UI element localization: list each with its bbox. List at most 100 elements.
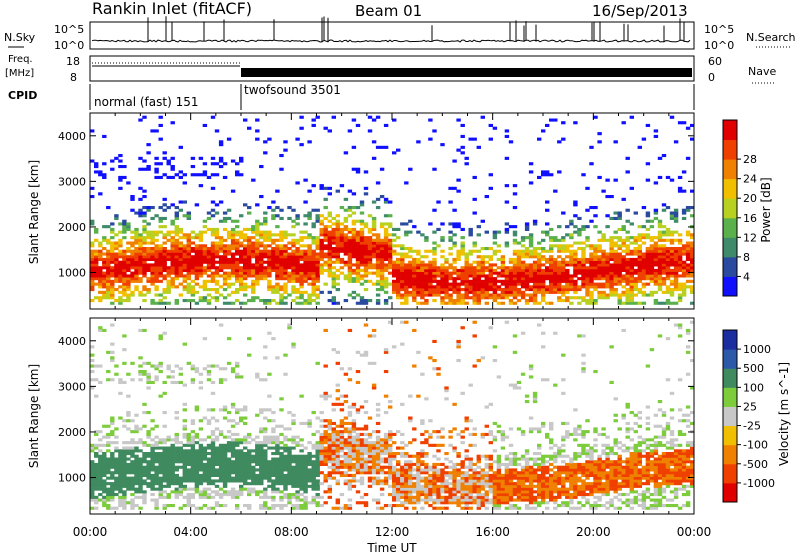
heatmap-cell xyxy=(118,392,122,395)
heatmap-cell xyxy=(191,479,195,482)
heatmap-cell xyxy=(316,244,320,247)
heatmap-cell xyxy=(215,242,219,245)
heatmap-cell xyxy=(171,277,175,280)
heatmap-cell xyxy=(219,466,223,469)
heatmap-cell xyxy=(239,449,243,452)
heatmap-cell xyxy=(372,217,376,220)
heatmap-cell xyxy=(513,274,517,277)
heatmap-cell xyxy=(203,231,207,234)
heatmap-cell xyxy=(154,441,158,444)
heatmap-cell xyxy=(203,490,207,493)
heatmap-cell xyxy=(171,157,175,160)
heatmap-cell xyxy=(271,474,275,477)
heatmap-cell xyxy=(505,129,509,132)
heatmap-cell xyxy=(489,272,493,275)
heatmap-cell xyxy=(235,438,239,441)
heatmap-cell xyxy=(336,214,340,217)
heatmap-cell xyxy=(432,231,436,234)
heatmap-cell xyxy=(303,263,307,266)
heatmap-cell xyxy=(203,458,207,461)
heatmap-cell xyxy=(102,490,106,493)
heatmap-cell xyxy=(461,135,465,138)
heatmap-cell xyxy=(392,263,396,266)
heatmap-cell xyxy=(291,233,295,236)
heatmap-cell xyxy=(154,378,158,381)
heatmap-cell xyxy=(529,170,533,173)
heatmap-cell xyxy=(340,244,344,247)
heatmap-cell xyxy=(634,242,638,245)
heatmap-cell xyxy=(171,466,175,469)
heatmap-cell xyxy=(328,444,332,447)
heatmap-cell xyxy=(432,291,436,294)
heatmap-cell xyxy=(529,280,533,283)
heatmap-cell xyxy=(122,250,126,253)
heatmap-cell xyxy=(183,274,187,277)
heatmap-cell xyxy=(557,255,561,258)
heatmap-cell xyxy=(497,280,501,283)
heatmap-cell xyxy=(432,294,436,297)
heatmap-cell xyxy=(279,477,283,480)
heatmap-cell xyxy=(307,452,311,455)
heatmap-cell xyxy=(142,373,146,376)
heatmap-cell xyxy=(283,427,287,430)
heatmap-cell xyxy=(662,258,666,261)
heatmap-cell xyxy=(537,263,541,266)
heatmap-cell xyxy=(267,285,271,288)
heatmap-cell xyxy=(307,217,311,220)
heatmap-cell xyxy=(573,283,577,286)
heatmap-cell xyxy=(90,266,94,269)
heatmap-cell xyxy=(191,441,195,444)
heatmap-cell xyxy=(134,474,138,477)
heatmap-cell xyxy=(553,190,557,193)
heatmap-cell xyxy=(593,274,597,277)
heatmap-cell xyxy=(98,253,102,256)
heatmap-cell xyxy=(211,463,215,466)
heatmap-cell xyxy=(159,438,163,441)
heatmap-cell xyxy=(199,381,203,384)
heatmap-cell xyxy=(561,263,565,266)
heatmap-cell xyxy=(509,261,513,264)
heatmap-cell xyxy=(259,490,263,493)
heatmap-cell xyxy=(324,430,328,433)
heatmap-cell xyxy=(114,280,118,283)
heatmap-cell xyxy=(231,190,235,193)
heatmap-cell xyxy=(227,231,231,234)
heatmap-cell xyxy=(557,247,561,250)
heatmap-cell xyxy=(159,280,163,283)
heatmap-cell xyxy=(597,266,601,269)
heatmap-cell xyxy=(561,280,565,283)
heatmap-cell xyxy=(352,296,356,299)
heatmap-cell xyxy=(569,302,573,305)
heatmap-cell xyxy=(255,220,259,223)
heatmap-cell xyxy=(279,496,283,499)
heatmap-cell xyxy=(239,302,243,305)
heatmap-cell xyxy=(332,444,336,447)
heatmap-cell xyxy=(142,195,146,198)
heatmap-cell xyxy=(163,173,167,176)
heatmap-cell xyxy=(191,474,195,477)
heatmap-cell xyxy=(106,460,110,463)
heatmap-cell xyxy=(179,170,183,173)
heatmap-cell xyxy=(678,121,682,124)
heatmap-cell xyxy=(271,485,275,488)
power-ylabel: Slant Range [km] xyxy=(27,160,41,264)
heatmap-cell xyxy=(384,263,388,266)
heatmap-cell xyxy=(376,116,380,119)
heatmap-cell xyxy=(360,253,364,256)
heatmap-cell xyxy=(521,291,525,294)
heatmap-cell xyxy=(126,258,130,261)
heatmap-cell xyxy=(195,490,199,493)
heatmap-cell xyxy=(654,277,658,280)
heatmap-cell xyxy=(171,203,175,206)
heatmap-cell xyxy=(191,488,195,491)
heatmap-cell xyxy=(235,463,239,466)
heatmap-cell xyxy=(130,463,134,466)
heatmap-cell xyxy=(227,441,231,444)
heatmap-cell xyxy=(195,474,199,477)
heatmap-cell xyxy=(513,253,517,256)
heatmap-cell xyxy=(227,471,231,474)
heatmap-cell xyxy=(255,414,259,417)
heatmap-cell xyxy=(513,296,517,299)
heatmap-cell xyxy=(388,296,392,299)
heatmap-cell xyxy=(207,444,211,447)
